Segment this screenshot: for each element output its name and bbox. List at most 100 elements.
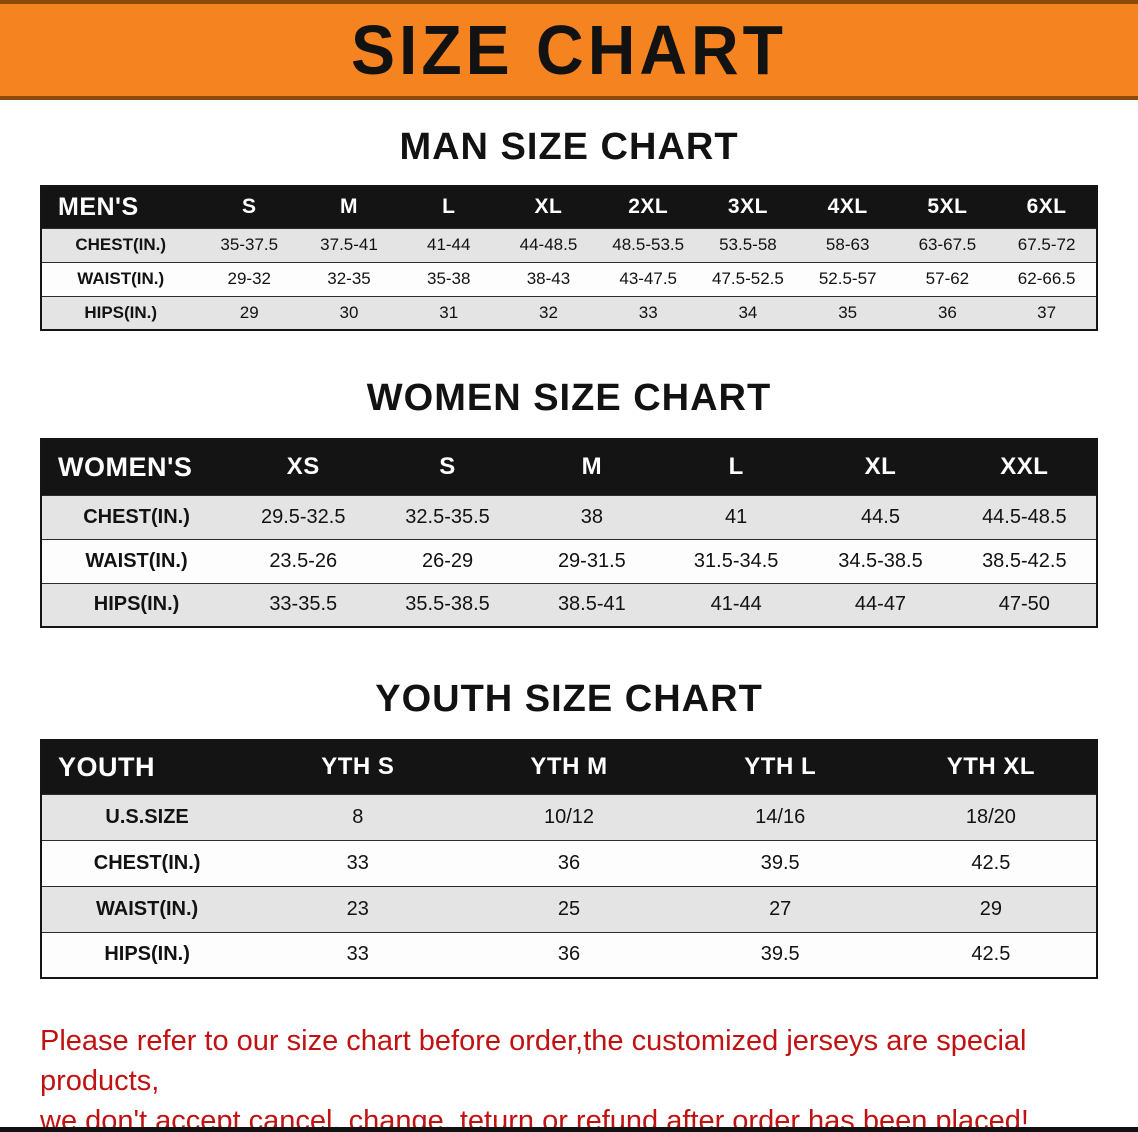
table-cell: 27 bbox=[674, 885, 886, 932]
row-label-cell: HIPS(IN.) bbox=[41, 582, 232, 627]
size-header-cell: XL bbox=[498, 186, 599, 228]
table-cell: 30 bbox=[299, 295, 399, 330]
table-cell: 39.5 bbox=[674, 839, 886, 886]
table-row: CHEST(IN.) 29.5-32.5 32.5-35.5 38 41 44.5 44.5… bbox=[41, 494, 1097, 539]
size-header-cell: YTH XL bbox=[885, 740, 1097, 794]
women-section: WOMEN SIZE CHART WOMEN'S XS S M L XL XXL CHEST(… bbox=[0, 377, 1138, 628]
table-cell: 8 bbox=[252, 793, 464, 840]
youth-section-heading: YOUTH SIZE CHART bbox=[375, 678, 763, 720]
men-size-table: MEN'S S M L XL 2XL 3XL 4XL 5XL 6XL CHEST(IN.) 35-37… bbox=[40, 185, 1098, 331]
table-row: WAIST(IN.) 23 25 27 29 bbox=[41, 885, 1097, 932]
table-cell: 41-44 bbox=[398, 227, 499, 262]
table-cell: 53.5-58 bbox=[698, 227, 798, 262]
size-header-cell: M bbox=[299, 186, 399, 228]
table-header-row: MEN'S S M L XL 2XL 3XL 4XL 5XL 6XL bbox=[41, 186, 1097, 228]
table-cell: 35.5-38.5 bbox=[375, 582, 520, 627]
table-cell: 35 bbox=[797, 295, 898, 330]
table-row: CHEST(IN.) 35-37.5 37.5-41 41-44 44-48.5 48.5… bbox=[41, 227, 1097, 262]
table-row: HIPS(IN.) 33-35.5 35.5-38.5 38.5-41 41-44 44-… bbox=[41, 582, 1097, 627]
table-cell: 35-37.5 bbox=[199, 227, 300, 262]
table-cell: 33-35.5 bbox=[231, 582, 376, 627]
table-cell: 44-48.5 bbox=[498, 227, 599, 262]
note-line-1: Please refer to our size chart before or… bbox=[40, 1025, 1027, 1097]
footer-note: Please refer to our size chart before or… bbox=[40, 1021, 1098, 1132]
table-cell: 63-67.5 bbox=[897, 227, 998, 262]
table-cell: 67.5-72 bbox=[997, 227, 1097, 262]
table-cell: 39.5 bbox=[674, 931, 886, 978]
size-header-cell: YTH S bbox=[252, 740, 464, 794]
table-cell: 38 bbox=[519, 494, 665, 539]
row-label-cell: U.S.SIZE bbox=[41, 793, 253, 840]
table-row: HIPS(IN.) 33 36 39.5 42.5 bbox=[41, 931, 1097, 978]
table-cell: 38-43 bbox=[498, 261, 599, 296]
table-cell: 38.5-42.5 bbox=[952, 538, 1097, 583]
table-row: U.S.SIZE 8 10/12 14/16 18/20 bbox=[41, 793, 1097, 840]
men-section: MAN SIZE CHART MEN'S S M L XL 2XL 3XL 4XL 5XL 6XL… bbox=[0, 126, 1138, 331]
table-cell: 29-31.5 bbox=[519, 538, 665, 583]
table-cell: 23 bbox=[252, 885, 464, 932]
table-cell: 32-35 bbox=[299, 261, 399, 296]
row-label-cell: CHEST(IN.) bbox=[41, 494, 232, 539]
size-header-cell: YTH M bbox=[463, 740, 675, 794]
table-cell: 36 bbox=[463, 839, 675, 886]
size-header-cell: XS bbox=[231, 439, 376, 495]
table-header-row: WOMEN'S XS S M L XL XXL bbox=[41, 439, 1097, 495]
youth-size-table: YOUTH YTH S YTH M YTH L YTH XL U.S.SIZE 8 10/12… bbox=[40, 739, 1098, 979]
banner: SIZE CHART bbox=[0, 0, 1138, 100]
size-header-cell: YTH L bbox=[674, 740, 886, 794]
table-cell: 44-47 bbox=[808, 582, 953, 627]
table-cell: 29 bbox=[885, 885, 1097, 932]
table-cell: 32.5-35.5 bbox=[375, 494, 520, 539]
size-header-cell: S bbox=[199, 186, 300, 228]
size-header-cell: 5XL bbox=[897, 186, 998, 228]
table-cell: 26-29 bbox=[375, 538, 520, 583]
row-label-cell: CHEST(IN.) bbox=[41, 227, 200, 262]
table-cell: 29 bbox=[199, 295, 300, 330]
table-cell: 41-44 bbox=[664, 582, 809, 627]
table-cell: 31 bbox=[398, 295, 499, 330]
row-label-cell: HIPS(IN.) bbox=[41, 295, 200, 330]
women-section-heading: WOMEN SIZE CHART bbox=[366, 377, 772, 419]
table-cell: 62-66.5 bbox=[997, 261, 1097, 296]
table-cell: 10/12 bbox=[463, 793, 675, 840]
row-label-cell: WAIST(IN.) bbox=[41, 261, 200, 296]
table-cell: 33 bbox=[598, 295, 699, 330]
size-header-cell: S bbox=[375, 439, 520, 495]
size-header-cell: L bbox=[398, 186, 499, 228]
size-header-cell: L bbox=[664, 439, 809, 495]
table-row: WAIST(IN.) 29-32 32-35 35-38 38-43 43-47.5 47.… bbox=[41, 261, 1097, 296]
table-cell: 34.5-38.5 bbox=[808, 538, 953, 583]
size-header-cell: 4XL bbox=[797, 186, 898, 228]
men-section-heading: MAN SIZE CHART bbox=[399, 126, 739, 168]
row-label-cell: WAIST(IN.) bbox=[41, 538, 232, 583]
table-cell: 37 bbox=[997, 295, 1097, 330]
youth-section: YOUTH SIZE CHART YOUTH YTH S YTH M YTH L YTH… bbox=[0, 678, 1138, 979]
table-header-row: YOUTH YTH S YTH M YTH L YTH XL bbox=[41, 740, 1097, 794]
table-cell: 44.5 bbox=[808, 494, 953, 539]
page-title: SIZE CHART bbox=[351, 11, 787, 89]
table-row: CHEST(IN.) 33 36 39.5 42.5 bbox=[41, 839, 1097, 886]
row-label-cell: CHEST(IN.) bbox=[41, 839, 253, 886]
table-cell: 42.5 bbox=[885, 839, 1097, 886]
table-title-cell: YOUTH bbox=[41, 740, 253, 794]
table-cell: 36 bbox=[463, 931, 675, 978]
size-header-cell: M bbox=[519, 439, 665, 495]
table-cell: 52.5-57 bbox=[797, 261, 898, 296]
row-label-cell: HIPS(IN.) bbox=[41, 931, 253, 978]
table-cell: 31.5-34.5 bbox=[664, 538, 809, 583]
table-cell: 18/20 bbox=[885, 793, 1097, 840]
table-cell: 29-32 bbox=[199, 261, 300, 296]
table-cell: 43-47.5 bbox=[598, 261, 699, 296]
table-cell: 57-62 bbox=[897, 261, 998, 296]
table-cell: 41 bbox=[664, 494, 809, 539]
table-cell: 44.5-48.5 bbox=[952, 494, 1097, 539]
note-line-2: we don't accept cancel, change, teturn o… bbox=[40, 1105, 1029, 1132]
table-cell: 48.5-53.5 bbox=[598, 227, 699, 262]
table-cell: 42.5 bbox=[885, 931, 1097, 978]
table-cell: 23.5-26 bbox=[231, 538, 376, 583]
size-header-cell: XL bbox=[808, 439, 953, 495]
table-row: WAIST(IN.) 23.5-26 26-29 29-31.5 31.5-34.5 34… bbox=[41, 538, 1097, 583]
table-title-cell: MEN'S bbox=[41, 186, 200, 228]
table-cell: 47-50 bbox=[952, 582, 1097, 627]
size-header-cell: 6XL bbox=[997, 186, 1097, 228]
